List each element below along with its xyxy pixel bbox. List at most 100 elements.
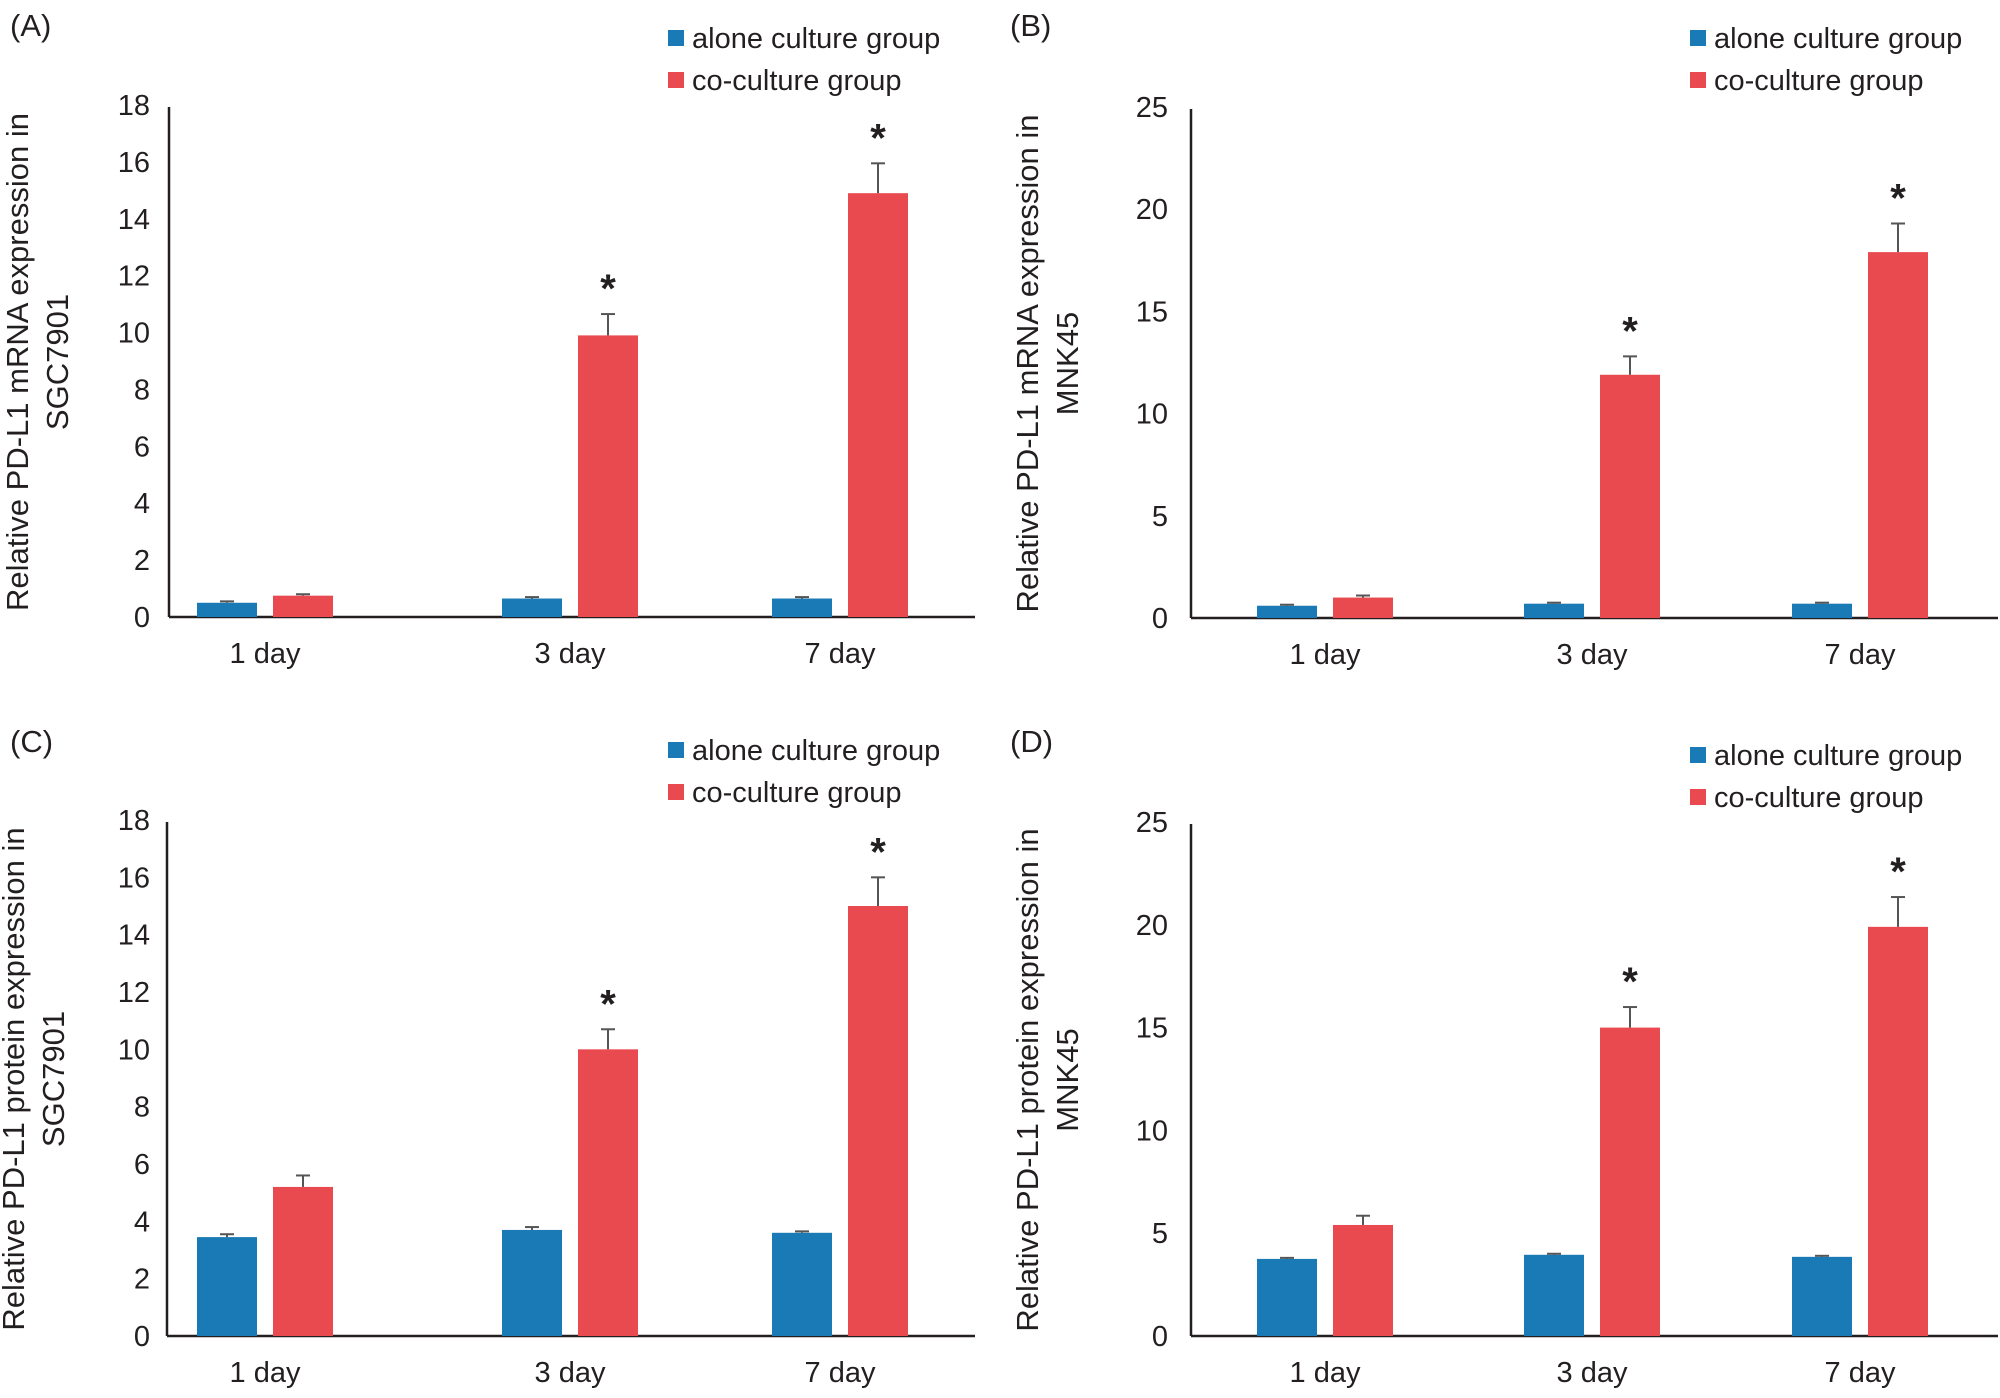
legend-swatch-co [668, 784, 684, 800]
y-tick-label: 18 [118, 90, 150, 122]
y-tick-label: 8 [134, 374, 150, 406]
y-tick-label: 15 [1136, 296, 1168, 328]
x-tick-label: 7 day [1825, 1357, 1896, 1389]
y-tick-label: 10 [118, 1034, 150, 1066]
x-tick-label: 3 day [535, 638, 606, 670]
x-tick-label: 3 day [1557, 1357, 1628, 1389]
legend-swatch-alone [668, 742, 684, 758]
y-tick-label: 0 [1152, 1321, 1168, 1353]
x-tick-label: 7 day [805, 638, 876, 670]
y-tick-label: 20 [1136, 910, 1168, 942]
y-tick-label: 16 [118, 147, 150, 179]
y-tick-label: 14 [118, 204, 150, 236]
legend-label-co: co-culture group [692, 65, 902, 97]
legend-label-alone: alone culture group [692, 735, 940, 767]
y-tick-label: 5 [1152, 501, 1168, 533]
bar-alone-3-day [502, 598, 562, 617]
legend-swatch-alone [1690, 747, 1706, 763]
y-tick-label: 12 [118, 261, 150, 293]
x-tick-label: 1 day [1290, 1357, 1361, 1389]
y-tick-label: 2 [134, 545, 150, 577]
panel-label: (B) [1010, 8, 1051, 43]
bar-alone-3-day [1524, 1254, 1584, 1336]
y-tick-label: 18 [118, 805, 150, 837]
legend-label-co: co-culture group [692, 777, 902, 809]
bar-alone-7-day [1792, 1256, 1852, 1336]
y-axis-title-line-1: Relative PD-L1 protein expression in [1010, 828, 1045, 1331]
significance-marker: * [600, 267, 616, 311]
y-tick-label: 15 [1136, 1013, 1168, 1045]
x-tick-label: 1 day [230, 638, 301, 670]
bar-co-3-day [578, 1049, 638, 1336]
bar-co-7-day [848, 193, 908, 617]
legend-label-alone: alone culture group [1714, 23, 1962, 55]
y-tick-label: 4 [134, 488, 150, 520]
y-tick-label: 20 [1136, 194, 1168, 226]
legend-swatch-alone [668, 30, 684, 46]
bar-co-3-day [1600, 374, 1660, 618]
x-tick-label: 3 day [1557, 639, 1628, 671]
y-tick-label: 25 [1136, 92, 1168, 124]
bar-co-7-day [1868, 926, 1928, 1336]
panel-label: (C) [10, 724, 53, 759]
bar-co-1-day [273, 1186, 333, 1336]
y-tick-label: 10 [118, 318, 150, 350]
bar-co-1-day [1333, 1224, 1393, 1336]
y-axis-title-line-2: MNK45 [1050, 1028, 1085, 1131]
bar-alone-7-day [1792, 603, 1852, 618]
y-axis-title-line-1: Relative PD-L1 mRNA expression in [0, 113, 35, 611]
legend-swatch-co [668, 72, 684, 88]
y-tick-label: 0 [134, 1321, 150, 1353]
x-tick-label: 7 day [805, 1357, 876, 1389]
legend-swatch-alone [1690, 30, 1706, 46]
y-axis-title-line-2: SGC7901 [36, 1011, 71, 1147]
bar-co-7-day [848, 906, 908, 1336]
significance-marker: * [870, 830, 886, 874]
y-tick-label: 2 [134, 1264, 150, 1296]
y-axis-title-line-1: Relative PD-L1 protein expression in [0, 827, 31, 1330]
y-tick-label: 25 [1136, 807, 1168, 839]
legend: alone culture group co-culture group [668, 735, 940, 809]
significance-marker: * [600, 982, 616, 1026]
bar-co-1-day [1333, 597, 1393, 618]
bar-alone-3-day [502, 1229, 562, 1336]
panel-label: (A) [10, 8, 51, 43]
y-tick-label: 16 [118, 862, 150, 894]
y-tick-label: 14 [118, 920, 150, 952]
legend: alone culture group co-culture group [668, 23, 940, 97]
significance-marker: * [870, 116, 886, 160]
bar-co-3-day [1600, 1027, 1660, 1336]
bar-alone-7-day [772, 598, 832, 617]
y-axis-title-line-1: Relative PD-L1 mRNA expression in [1010, 115, 1045, 613]
y-tick-label: 10 [1136, 399, 1168, 431]
bar-alone-7-day [772, 1232, 832, 1336]
legend-swatch-co [1690, 72, 1706, 88]
chart-panel-c: (C) alone culture group co-culture group Re… [0, 724, 975, 1389]
chart-panel-d: (D) alone culture group co-culture group Re… [1010, 724, 1998, 1389]
y-tick-label: 8 [134, 1092, 150, 1124]
significance-marker: * [1890, 850, 1906, 894]
bar-co-7-day [1868, 252, 1928, 618]
significance-marker: * [1890, 177, 1906, 221]
legend: alone culture group co-culture group [1690, 23, 1962, 97]
legend-label-alone: alone culture group [1714, 740, 1962, 772]
bar-alone-1-day [197, 1237, 257, 1336]
legend-label-alone: alone culture group [692, 23, 940, 55]
legend-swatch-co [1690, 789, 1706, 805]
chart-panel-a: (A) alone culture group co-culture group Re… [0, 8, 975, 670]
bar-co-3-day [578, 335, 638, 617]
y-tick-label: 12 [118, 977, 150, 1009]
bar-alone-1-day [1257, 605, 1317, 618]
x-tick-label: 3 day [535, 1357, 606, 1389]
y-axis-title-line-2: SGC7901 [40, 294, 75, 430]
bar-alone-3-day [1524, 603, 1584, 618]
y-tick-label: 4 [134, 1206, 150, 1238]
y-tick-label: 5 [1152, 1218, 1168, 1250]
bar-alone-1-day [197, 602, 257, 617]
x-tick-label: 1 day [1290, 639, 1361, 671]
y-tick-label: 0 [1152, 603, 1168, 635]
legend-label-co: co-culture group [1714, 782, 1924, 814]
y-tick-label: 6 [134, 431, 150, 463]
panel-label: (D) [1010, 724, 1053, 759]
